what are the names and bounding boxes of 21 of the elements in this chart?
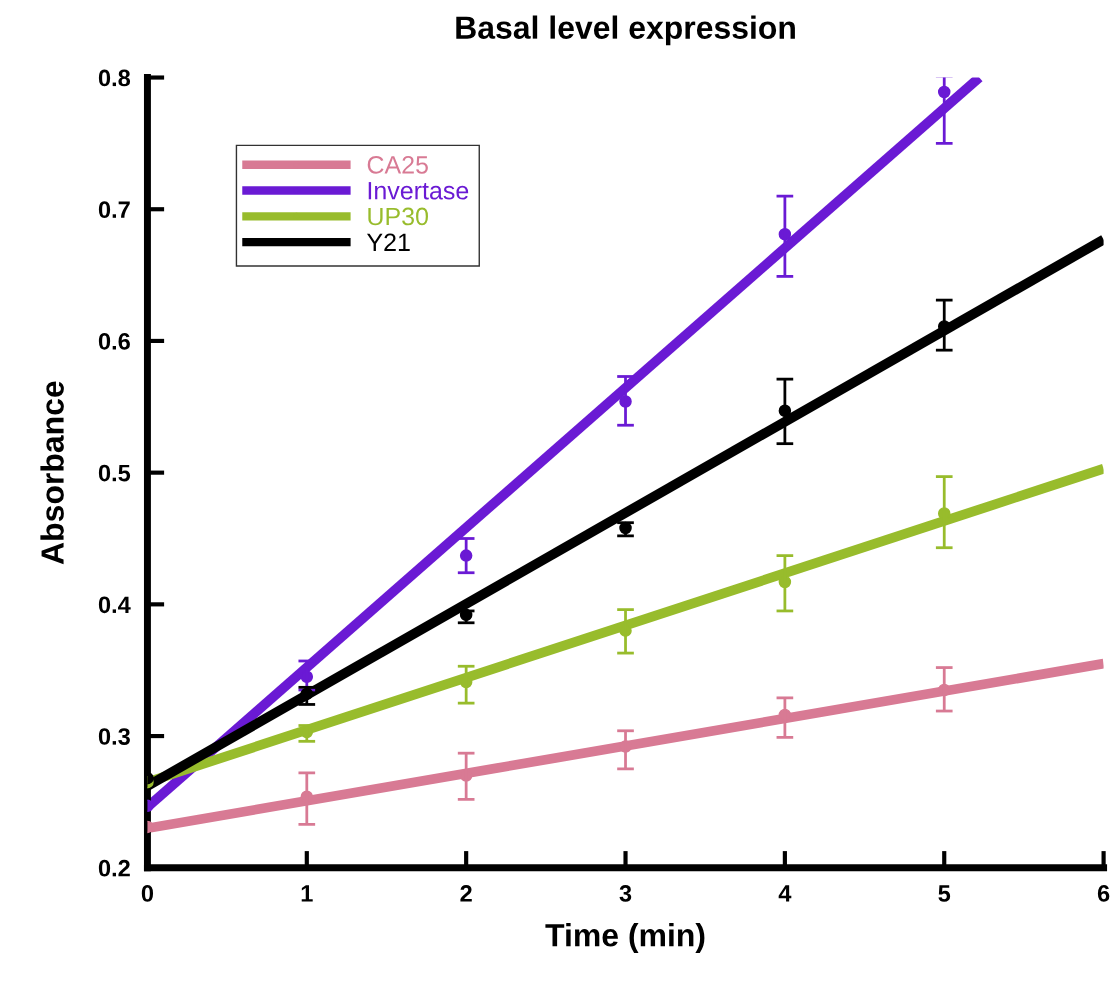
legend-label: UP30 bbox=[368, 207, 428, 226]
x-tick-label: 2 bbox=[460, 885, 472, 902]
x-tick-label: 1 bbox=[301, 885, 313, 902]
y-tick-label: 0.3 bbox=[98, 728, 130, 745]
x-tick-label: 5 bbox=[938, 885, 951, 902]
y-tick-label: 0.2 bbox=[98, 859, 130, 877]
legend-label: Y21 bbox=[366, 233, 410, 251]
y-tick-label: 0.7 bbox=[98, 201, 130, 219]
x-axis-title: Time (min) bbox=[545, 923, 705, 953]
legend-label: Invertase bbox=[368, 182, 469, 200]
x-tick-label: 0 bbox=[141, 885, 154, 902]
y-tick-label: 0.6 bbox=[98, 333, 130, 350]
x-tick-label: 4 bbox=[778, 885, 792, 902]
legend-label: CA25 bbox=[367, 156, 428, 174]
x-tick-label: 6 bbox=[1097, 885, 1110, 902]
y-tick-label: 0.4 bbox=[98, 596, 131, 614]
chart-title: Basal level expression bbox=[456, 15, 795, 46]
x-tick-label: 3 bbox=[619, 885, 632, 902]
y-axis-title: Absorbance bbox=[40, 381, 64, 565]
y-tick-label: 0.5 bbox=[98, 464, 131, 482]
y-tick-label: 0.8 bbox=[98, 69, 131, 87]
